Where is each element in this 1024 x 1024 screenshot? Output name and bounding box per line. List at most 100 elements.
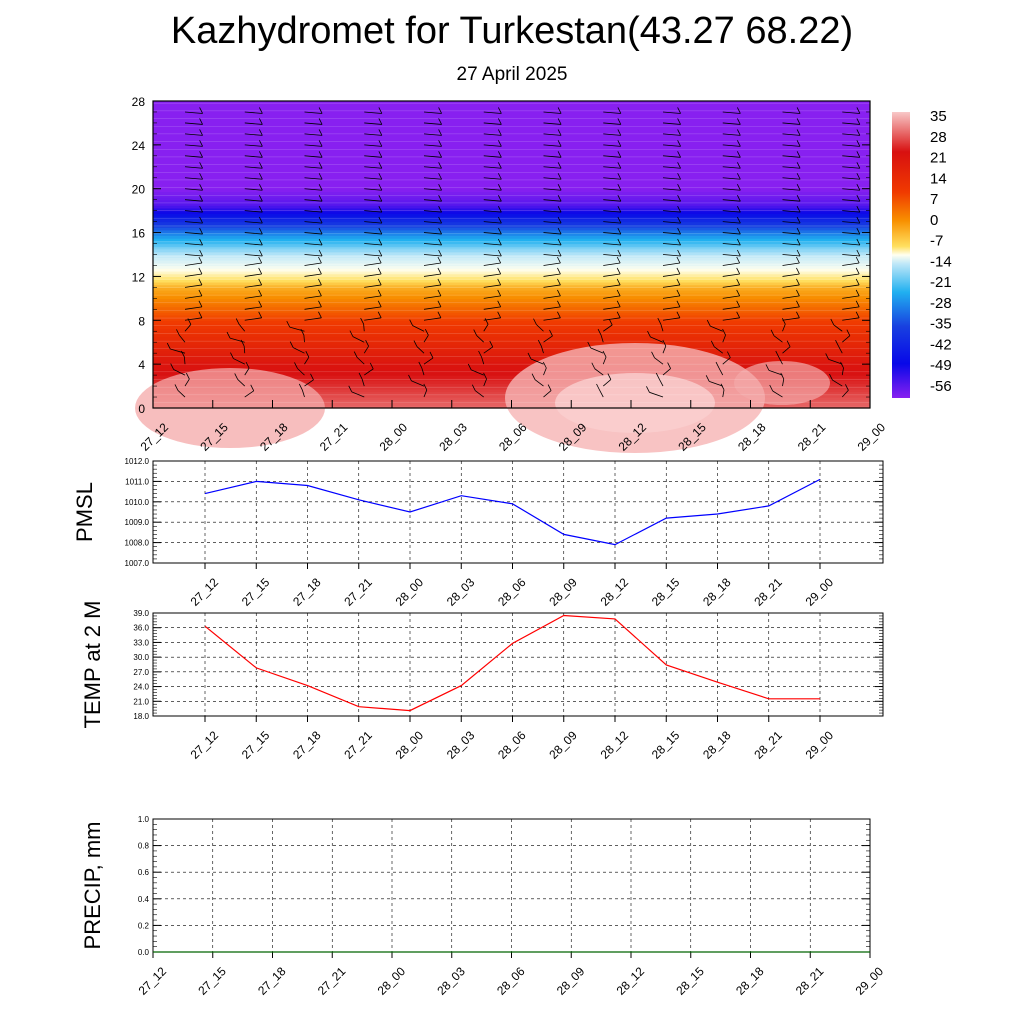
y-tick-label: 1.0 [138,815,150,824]
wind-barb [543,295,561,299]
wind-barb [364,254,382,257]
heatmap-band [153,216,870,220]
wind-barb-feather [705,375,710,382]
wind-barb [483,177,502,180]
wind-barb [540,345,544,354]
wind-barb [603,199,621,202]
wind-barb-feather [318,129,323,136]
wind-barb-feather [796,129,801,136]
wind-barb [722,262,740,266]
wind-barb [423,188,442,191]
wind-barb [304,122,323,125]
wind-barb-feather [377,300,382,308]
wind-barb-feather [835,339,839,347]
wind-barb [662,284,680,288]
wind-barb-feather [497,194,502,202]
y-tick-label: 8 [138,314,145,328]
wind-barb [364,273,382,277]
wind-barb [483,155,502,158]
wind-barb [768,370,783,376]
wind-barb [229,337,245,343]
wind-barb-feather [497,151,502,158]
wind-barb-feather [418,361,423,369]
wind-barb [177,390,186,398]
wind-barb-feather [199,227,203,235]
wind-barb [244,155,263,158]
wind-barb-feather [557,184,562,191]
wind-barb-feather [557,256,561,264]
heatmap-band [153,106,870,110]
wind-barb [841,335,851,343]
wind-barb-feather [617,227,622,235]
x-tick-label: 28_00 [393,575,427,609]
heatmap-band [153,235,870,239]
wind-barb-feather [318,227,323,235]
heatmap-band [153,122,870,127]
wind-barb-feather [676,267,681,275]
wind-barb-feather [557,278,561,286]
wind-barb-feather [617,238,622,246]
wind-barb-feather [258,300,263,308]
wind-barb [603,144,621,147]
wind-barb-feather [736,267,741,275]
wind-barb-feather [557,140,562,147]
wind-barb [364,243,382,246]
wind-barb-feather [825,353,830,360]
wind-barb [603,262,621,266]
x-tick-label: 28_12 [598,728,632,762]
y-tick-label: 4 [138,358,145,372]
wind-barb [423,335,429,343]
heatmap-band [153,276,870,280]
wind-barb-feather [318,184,323,191]
wind-barb [543,273,561,277]
heatmap-band [153,325,870,330]
wind-barb [722,155,741,158]
wind-barb-feather [318,173,323,180]
wind-barb [244,210,263,213]
heatmap-band [153,339,870,343]
heatmap-band [153,147,870,151]
wind-barb [662,133,681,136]
chart-subtitle: 27 April 2025 [456,64,568,85]
heatmap-band [153,361,870,365]
wind-barb-feather [542,361,547,369]
heatmap-band [153,328,870,332]
y-tick-label: 0 [138,402,145,416]
wind-barb-feather [602,350,607,358]
wind-barb-feather [616,300,621,308]
wind-barb-feather [318,216,323,224]
heatmap-band [153,350,870,354]
wind-barb-feather [378,173,383,180]
wind-barb [364,262,382,266]
x-tick-label: 28_21 [795,420,829,454]
wind-barb-feather [497,256,502,264]
y-tick-label: 24 [132,139,146,153]
wind-barb-feather [557,151,562,158]
heatmap-band [153,114,870,119]
heatmap-band [153,287,870,291]
wind-barb [423,221,442,224]
wind-barb [828,359,843,365]
wind-barb [244,144,263,147]
wind-barb-feather [438,140,442,147]
wind-barb-feather [318,249,323,257]
y-axis-label: TEMP at 2 M [80,601,105,729]
wind-barb [603,306,621,310]
heatmap-band [153,180,870,184]
y-tick-label: 1009.0 [125,518,150,527]
wind-barb-feather [378,118,383,125]
wind-barb-feather [378,140,383,147]
wind-barb-feather [775,350,780,358]
heatmap-band [153,336,870,341]
wind-barb [722,334,726,343]
wind-barb-feather [318,151,323,158]
wind-barb [782,306,800,310]
wind-barb [423,199,442,202]
wind-barb-feather [318,118,323,125]
wind-barb-feather [855,289,860,297]
wind-barb [184,254,203,257]
wind-barb [244,199,263,202]
wind-barb [423,111,442,114]
wind-barb-feather [617,140,622,147]
wind-barb-feather [437,289,442,297]
